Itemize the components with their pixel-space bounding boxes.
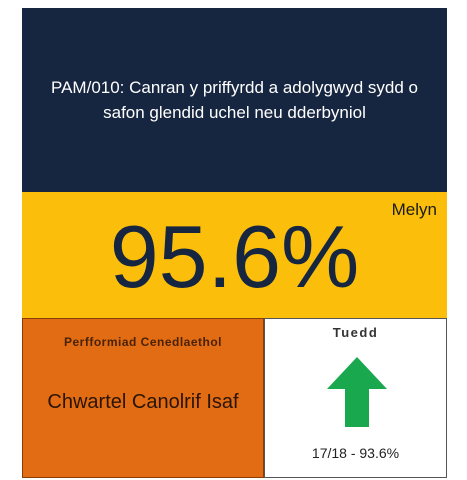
header: PAM/010: Canran y priffyrdd a adolygwyd … [22,8,447,192]
up-arrow [327,357,387,427]
trend-label: Tuedd [332,325,379,340]
status-label: Melyn [391,200,437,219]
kpi-card: PAM/010: Canran y priffyrdd a adolygwyd … [22,8,447,478]
national-panel: Perfformiad Cenedlaethol Chwartel Canolr… [22,318,264,478]
indicator-title: PAM/010: Canran y priffyrdd a adolygwyd … [51,78,418,122]
trend-arrow [327,357,387,427]
trend-panel: Tuedd 17/18 - 93.6% [264,318,447,478]
score-panel: Melyn 95.6% [22,192,447,318]
national-value: Chwartel Canolrif Isaf [47,391,239,413]
national-label: Perfformiad Cenedlaethol [63,335,223,349]
score-value: 95.6% [109,207,360,306]
trend-value: 17/18 - 93.6% [311,445,400,461]
